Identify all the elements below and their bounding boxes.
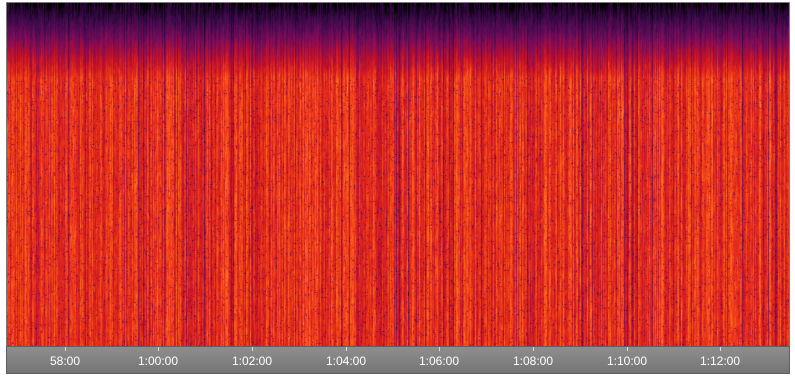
tick-mark [439,347,440,351]
time-tick-label: 1:00:00 [137,354,179,368]
tick-mark [533,347,534,351]
tick-mark [158,347,159,351]
tick-mark [252,347,253,351]
time-tick-label: 1:08:00 [512,354,554,368]
time-tick-label: 1:06:00 [418,354,460,368]
time-tick-label: 1:02:00 [231,354,273,368]
tick-mark [346,347,347,351]
time-tick-label: 58:00 [49,354,81,368]
tick-mark [720,347,721,351]
time-ruler[interactable]: 58:00 1:00:00 1:02:00 1:04:00 1:06:00 1:… [6,346,790,374]
spectrogram-display[interactable] [6,2,790,346]
tick-mark [627,347,628,351]
time-tick-label: 1:04:00 [325,354,367,368]
spectrogram-canvas[interactable] [7,3,789,346]
time-tick-label: 1:10:00 [606,354,648,368]
time-tick-label: 1:12:00 [699,354,741,368]
tick-mark [65,347,66,351]
